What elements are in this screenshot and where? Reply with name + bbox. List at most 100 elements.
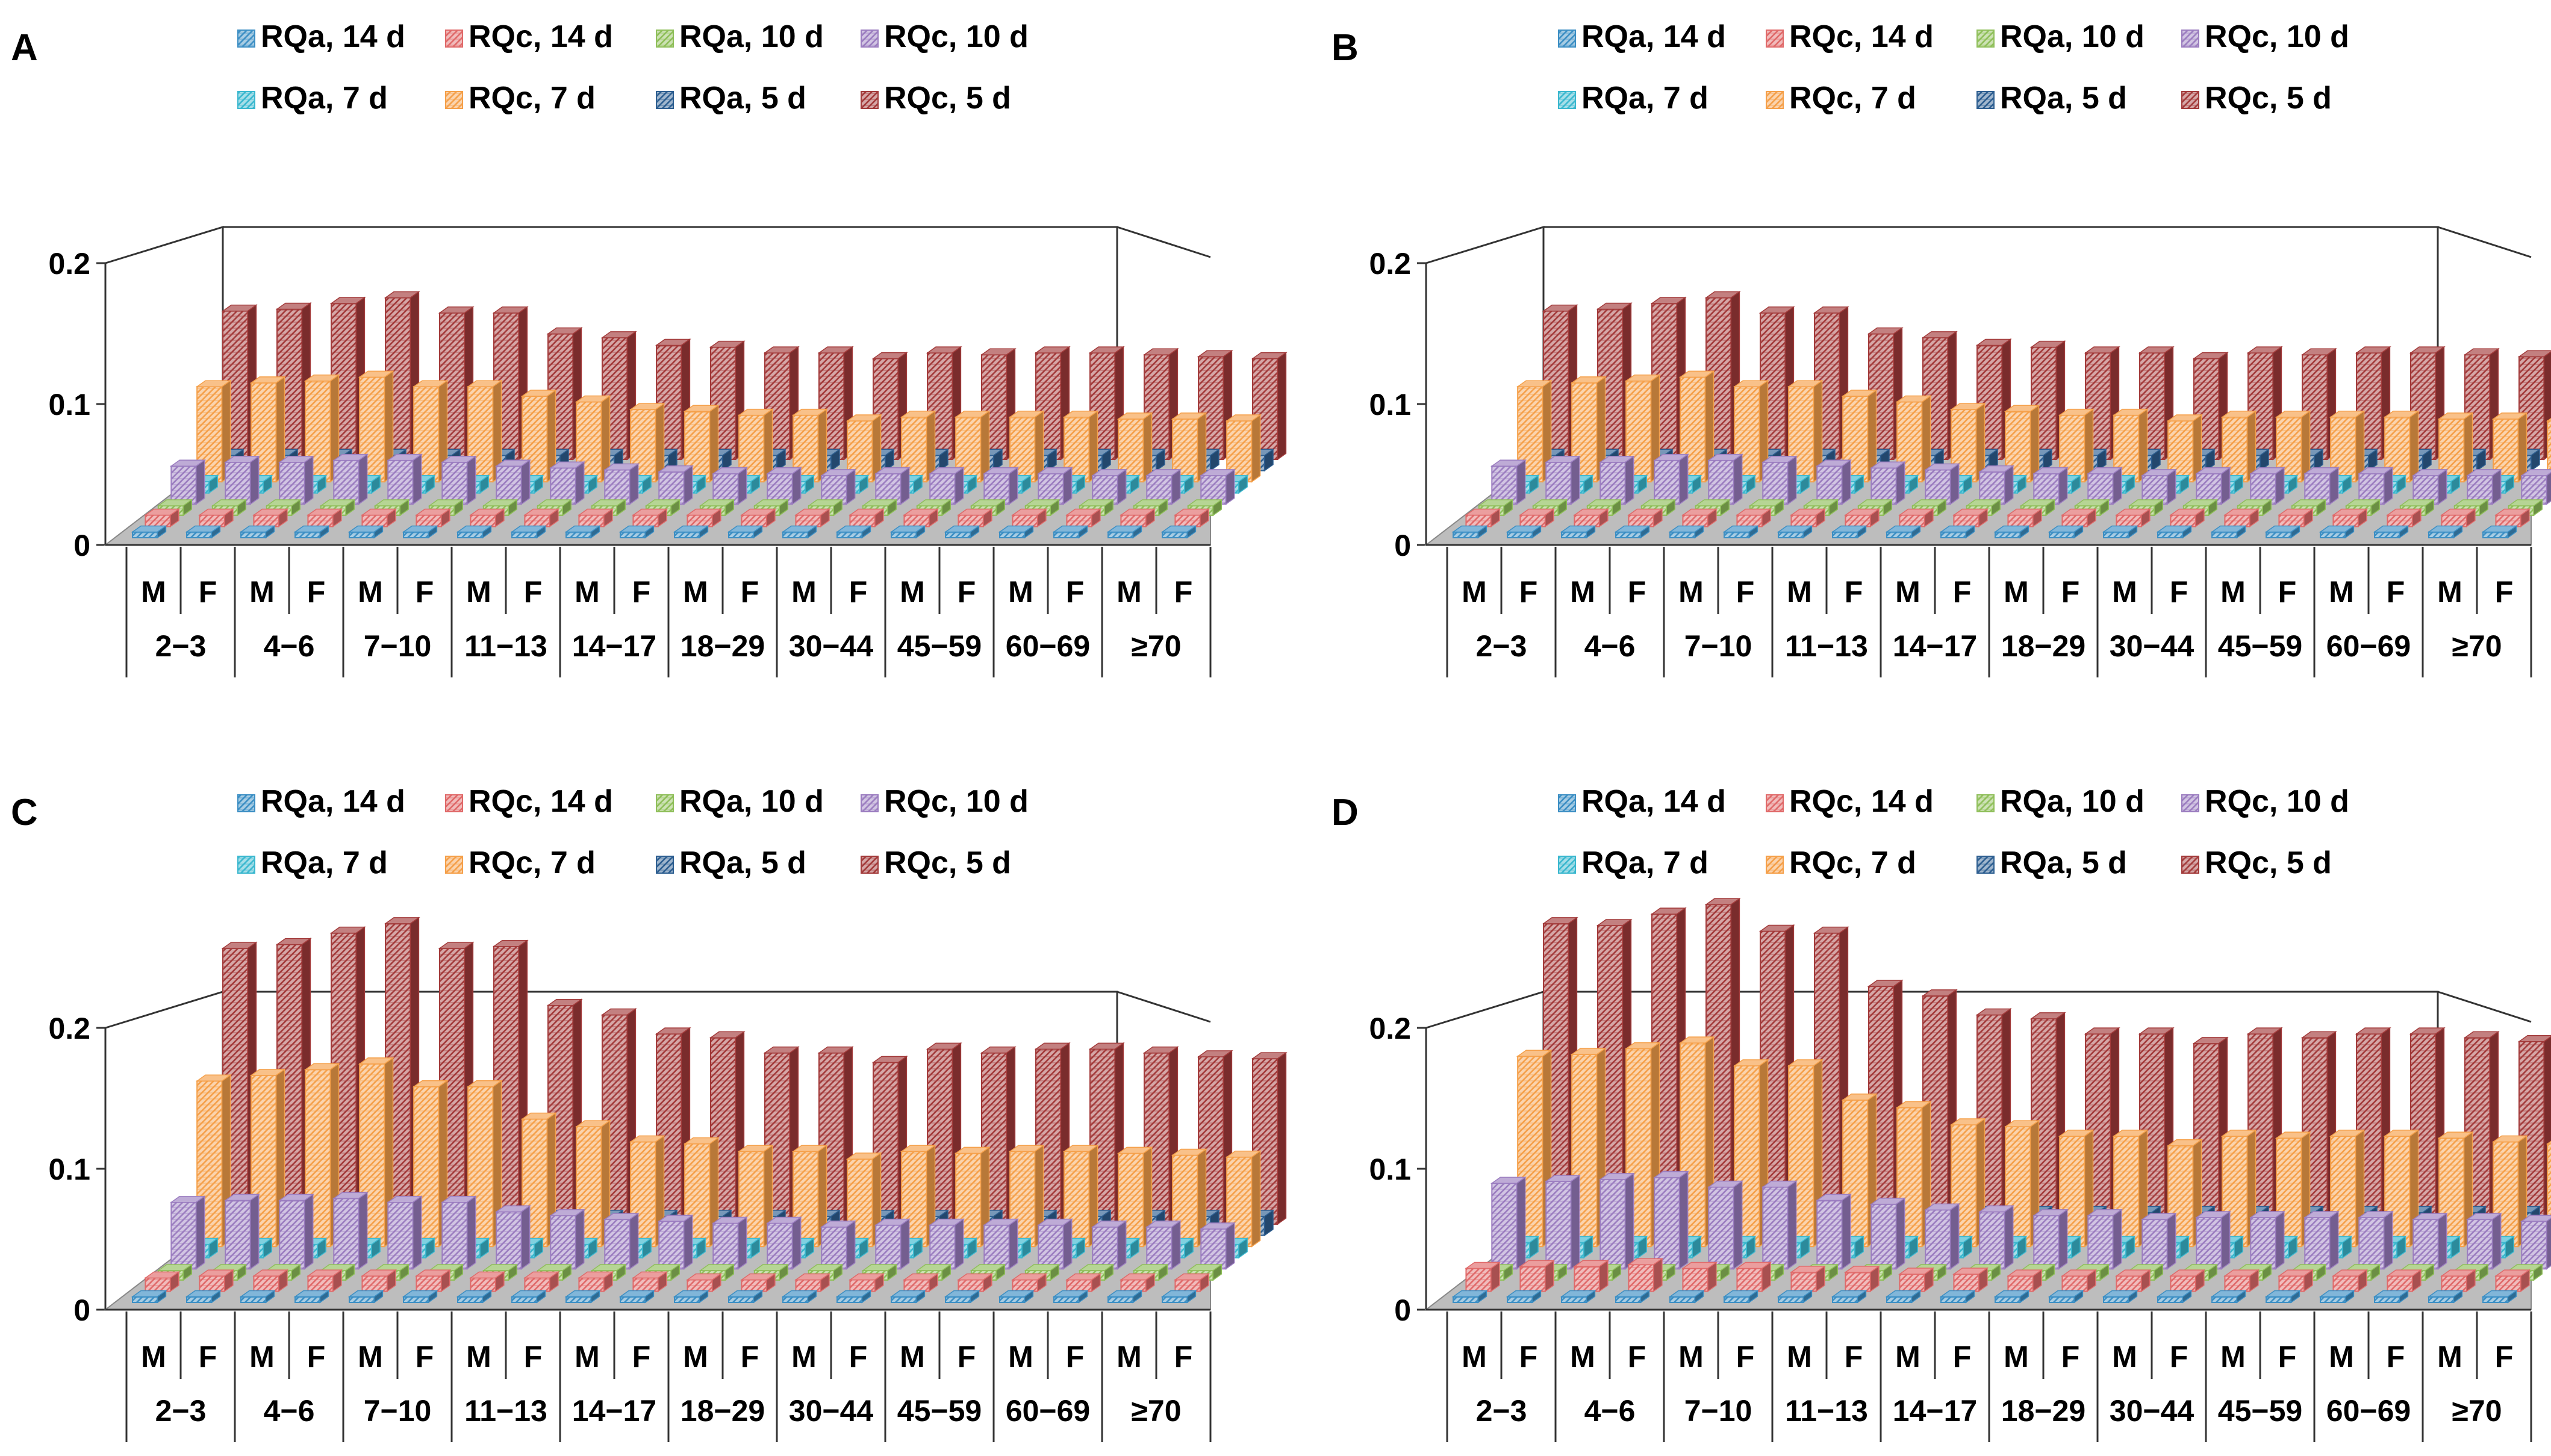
bar [2156,1290,2193,1304]
bar [1451,525,1488,539]
x-tick-age: ≥70 [2452,629,2502,663]
bar [1885,1290,1922,1304]
bar [510,1290,547,1304]
x-tick-age: 18−29 [2001,629,2085,663]
bar [510,525,547,539]
bar [307,1269,343,1292]
legend-label: RQc, 14 d [1789,784,1934,819]
bar [223,455,261,505]
x-tick-age: 2−3 [155,1394,207,1428]
legend-item: RQa, 14 d [237,19,405,54]
bar [169,459,207,505]
bar [469,1271,506,1292]
bar [1652,453,1690,505]
bar [131,1290,167,1304]
legend-swatch [445,856,463,874]
bar [1036,467,1074,505]
x-tick-sex: F [1736,1340,1755,1374]
bar [1978,465,2015,505]
x-tick-age: 18−29 [681,629,765,663]
bar [1627,1257,1664,1292]
panel-label: D [1332,792,1359,833]
bar [2278,508,2314,527]
bar [1939,525,1976,539]
bar [332,1191,369,1270]
y-tick-label: 0.2 [1369,1012,1411,1045]
bar [1831,525,1867,539]
x-tick-age: 60−69 [1006,1394,1090,1428]
bar [673,525,709,539]
x-tick-sex: F [524,575,543,609]
bar [1722,525,1759,539]
bar [2373,1290,2409,1304]
bar [2194,1210,2232,1270]
x-tick-age: 45−59 [2218,1394,2302,1428]
legend-label: RQc, 5 d [2205,81,2332,116]
bar [386,453,423,505]
bar [1199,1222,1236,1270]
x-tick-sex: M [575,1340,600,1374]
x-axis: M F M F M F M F M F M F M F M F M F M F2−3 4−6 7−10 11−13 14−17… [105,1308,1212,1442]
bar [1831,1290,1867,1304]
bar [657,1214,694,1270]
bars [1451,291,2551,539]
bar [198,508,235,527]
x-tick-sex: M [249,1340,275,1374]
bar [198,1269,235,1292]
x-tick-age: 45−59 [897,629,982,663]
bar [2249,467,2286,505]
x-tick-sex: F [1519,575,1538,609]
bar [849,1273,885,1292]
bar [1560,1290,1596,1304]
bar [1993,1290,2030,1304]
bar [1614,1290,1651,1304]
bar [440,1195,478,1270]
bar [2494,508,2531,527]
legend: RQa, 14 d RQc, 14 d RQa, 10 d RQc, 10 d RQa,… [237,784,1029,880]
bar [1978,1205,2015,1270]
bar [575,1119,611,1248]
bar [2086,467,2123,505]
bar [2169,508,2206,527]
legend-item: RQc, 7 d [445,845,596,880]
x-tick-age: 4−6 [1584,1394,1636,1428]
x-tick-sex: M [2004,1340,2029,1374]
bar [549,461,586,505]
bar [603,1212,640,1270]
legend-item: RQc, 5 d [2181,81,2332,116]
bar [549,1209,586,1270]
bar [765,467,803,505]
x-axis: M F M F M F M F M F M F M F M F M F M F2−3 4−6 7−10 11−13 14−17… [1426,544,2532,677]
legend-label: RQc, 10 d [2205,784,2349,819]
bar [1062,1144,1099,1248]
panel-label: A [11,27,38,69]
bar [1681,1262,1718,1292]
bar [2138,346,2175,461]
bar [794,1273,831,1292]
bar [2319,525,2355,539]
bar [889,1290,926,1304]
bar [874,467,911,505]
x-tick-sex: M [358,575,383,609]
bar [293,1290,330,1304]
x-tick-sex: F [958,1340,976,1374]
bar [278,1193,315,1270]
panel-c: C RQa, 14 d RQc, 14 d RQa, 10 d RQc, 10 dRQa… [11,784,1288,1442]
bar [1707,1180,1744,1270]
bar [2319,1290,2355,1304]
bar [2427,1290,2464,1304]
bar [1065,1273,1102,1292]
bar [957,508,994,527]
bar [1519,508,1556,527]
x-tick-sex: M [2329,1340,2354,1374]
bar [2061,508,2098,527]
bar [928,1218,965,1270]
legend-label: RQa, 5 d [679,845,806,880]
x-tick-sex: F [1174,1340,1193,1374]
x-tick-sex: M [1787,575,1812,609]
legend-label: RQc, 7 d [469,845,596,880]
bar [1052,1290,1089,1304]
bar [2357,467,2394,505]
bar [2463,347,2500,461]
legend-swatch [656,794,674,812]
